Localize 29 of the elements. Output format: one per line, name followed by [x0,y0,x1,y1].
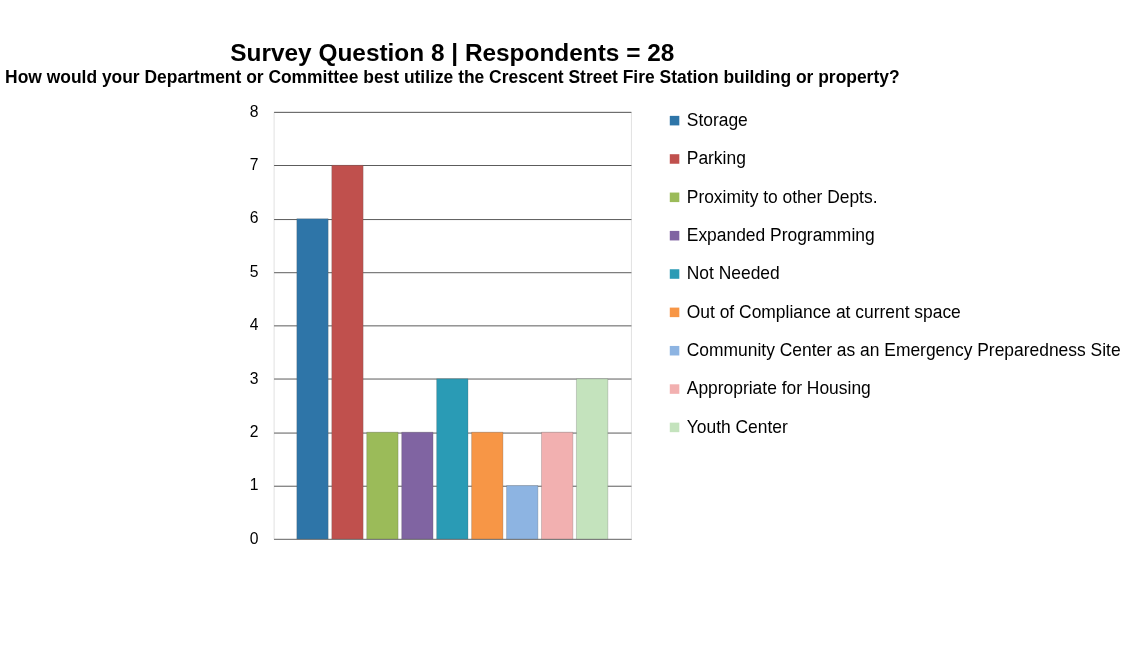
legend-label: Proximity to other Depts. [686,186,878,207]
legend-label: Storage [686,109,748,130]
y-tick-label: 8 [249,102,259,120]
bar [436,378,469,540]
chart-subtitle: How would your Department or Committee best utilize the Crescent Street Fire Station building or property? [5,67,900,88]
legend-label: Appropriate for Housing [686,378,871,399]
y-tick-label: 0 [249,529,259,547]
legend-label: Out of Compliance at current space [686,301,961,322]
chart-title: Survey Question 8 | Respondents = 28 [230,39,675,67]
legend-label: Youth Center [686,416,789,437]
bar [576,378,608,540]
bar [331,165,364,540]
bar [471,432,504,540]
bar [506,485,539,540]
y-tick-label: 3 [249,369,259,387]
y-tick-label: 6 [249,209,259,227]
y-tick-label: 7 [249,156,259,174]
legend-label: Parking [686,148,746,169]
bar [401,432,434,540]
bar [366,432,399,540]
legend-label: Not Needed [686,263,780,284]
y-tick-label: 2 [249,422,259,440]
legend-label: Expanded Programming [686,224,875,245]
y-tick-label: 4 [249,316,259,334]
y-tick-label: 5 [249,262,259,280]
y-tick-label: 1 [249,476,259,494]
bar [541,432,573,540]
legend-label: Community Center as an Emergency Preparedness Site [686,339,1121,360]
bar [296,218,329,540]
